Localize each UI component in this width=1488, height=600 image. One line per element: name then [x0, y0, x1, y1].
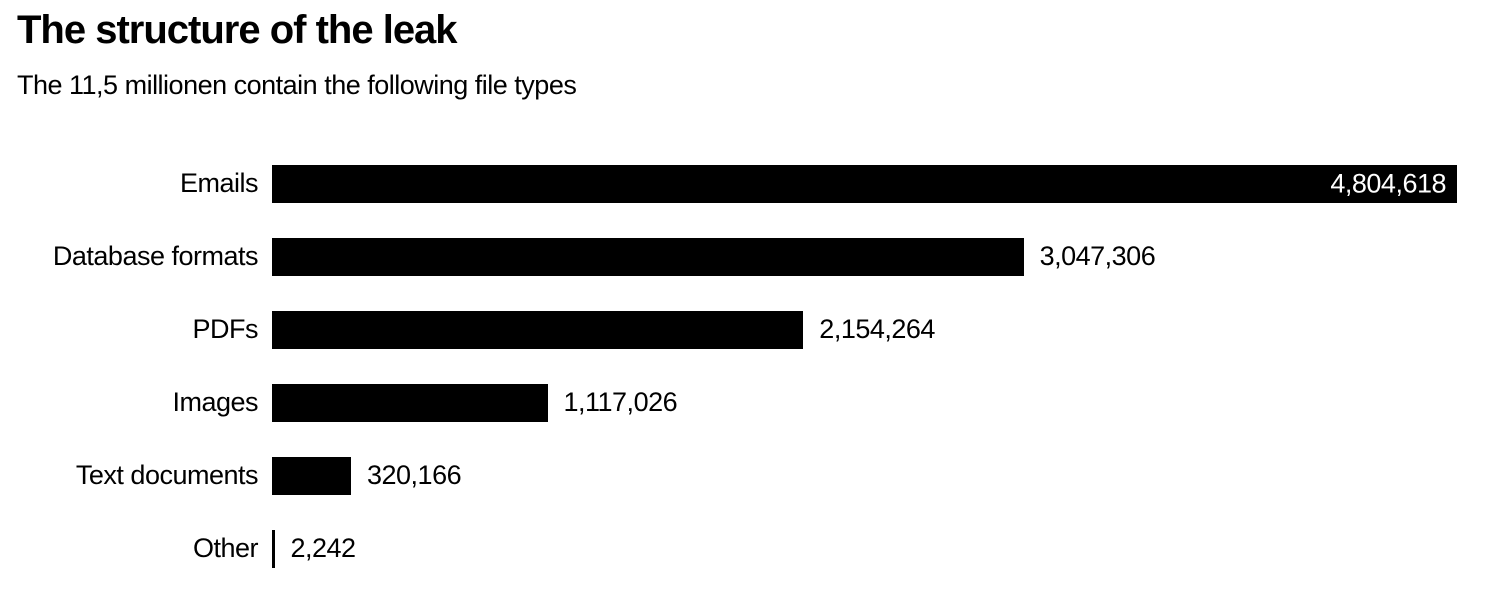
- bar-row: Text documents 320,166: [0, 439, 1488, 512]
- category-label: PDFs: [192, 314, 259, 344]
- bar: [272, 383, 548, 422]
- bar: 4,804,618: [272, 164, 1457, 203]
- bar: [272, 237, 1024, 276]
- category-label: Other: [192, 533, 259, 563]
- bar: [272, 310, 804, 349]
- bar-row: Other 2,242: [0, 512, 1488, 585]
- bar-chart: Emails 4,804,618 Database formats 3,047,306…: [0, 147, 1488, 585]
- bar-rows: Emails 4,804,618 Database formats 3,047,306…: [0, 147, 1488, 585]
- value-label: 320,166: [367, 460, 462, 490]
- category-label: Database formats: [52, 241, 259, 271]
- bar: [272, 529, 275, 568]
- bar-row: Database formats 3,047,306: [0, 220, 1488, 293]
- bar-row: Emails 4,804,618: [0, 147, 1488, 220]
- value-label: 2,154,264: [819, 314, 935, 344]
- chart-subtitle: The 11,5 millionen contain the following…: [17, 70, 577, 100]
- bar-row: Images 1,117,026: [0, 366, 1488, 439]
- value-label: 2,242: [290, 533, 357, 563]
- category-label: Text documents: [75, 460, 259, 490]
- category-label: Emails: [179, 168, 259, 198]
- bar-row: PDFs 2,154,264: [0, 293, 1488, 366]
- value-label: 3,047,306: [1039, 241, 1156, 271]
- value-label: 4,804,618: [1330, 168, 1446, 198]
- bar: [272, 456, 351, 495]
- value-label: 1,117,026: [563, 387, 678, 417]
- chart-title: The structure of the leak: [17, 8, 458, 52]
- category-label: Images: [172, 387, 258, 417]
